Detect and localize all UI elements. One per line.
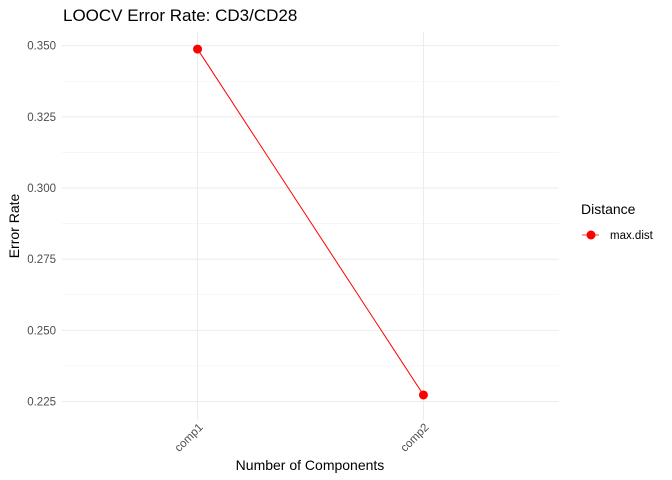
y-tick-label: 0.250 — [27, 325, 56, 337]
legend-item-label: max.dist — [610, 230, 654, 242]
series-line — [197, 48, 424, 396]
y-tick-label: 0.350 — [27, 41, 56, 53]
chart-title: LOOCV Error Rate: CD3/CD28 — [63, 6, 297, 25]
y-axis-ticks: 0.225 0.250 0.275 0.300 0.325 0.350 — [27, 41, 56, 409]
y-tick-label: 0.300 — [27, 183, 56, 195]
legend: Distance max.dist — [581, 201, 654, 242]
y-tick-label: 0.275 — [27, 254, 56, 266]
x-tick-label: comp2 — [399, 422, 432, 455]
y-axis-label: Error Rate — [6, 194, 22, 259]
legend-title: Distance — [581, 201, 636, 217]
x-axis-label: Number of Components — [236, 457, 385, 473]
series — [193, 44, 428, 400]
y-tick-label: 0.325 — [27, 112, 56, 124]
data-point — [418, 390, 428, 400]
gridlines — [62, 32, 559, 420]
legend-point — [586, 230, 596, 240]
x-tick-label: comp1 — [173, 422, 206, 455]
x-axis-ticks: comp1 comp2 — [173, 422, 432, 455]
data-point — [193, 44, 203, 54]
y-tick-label: 0.225 — [27, 396, 56, 408]
